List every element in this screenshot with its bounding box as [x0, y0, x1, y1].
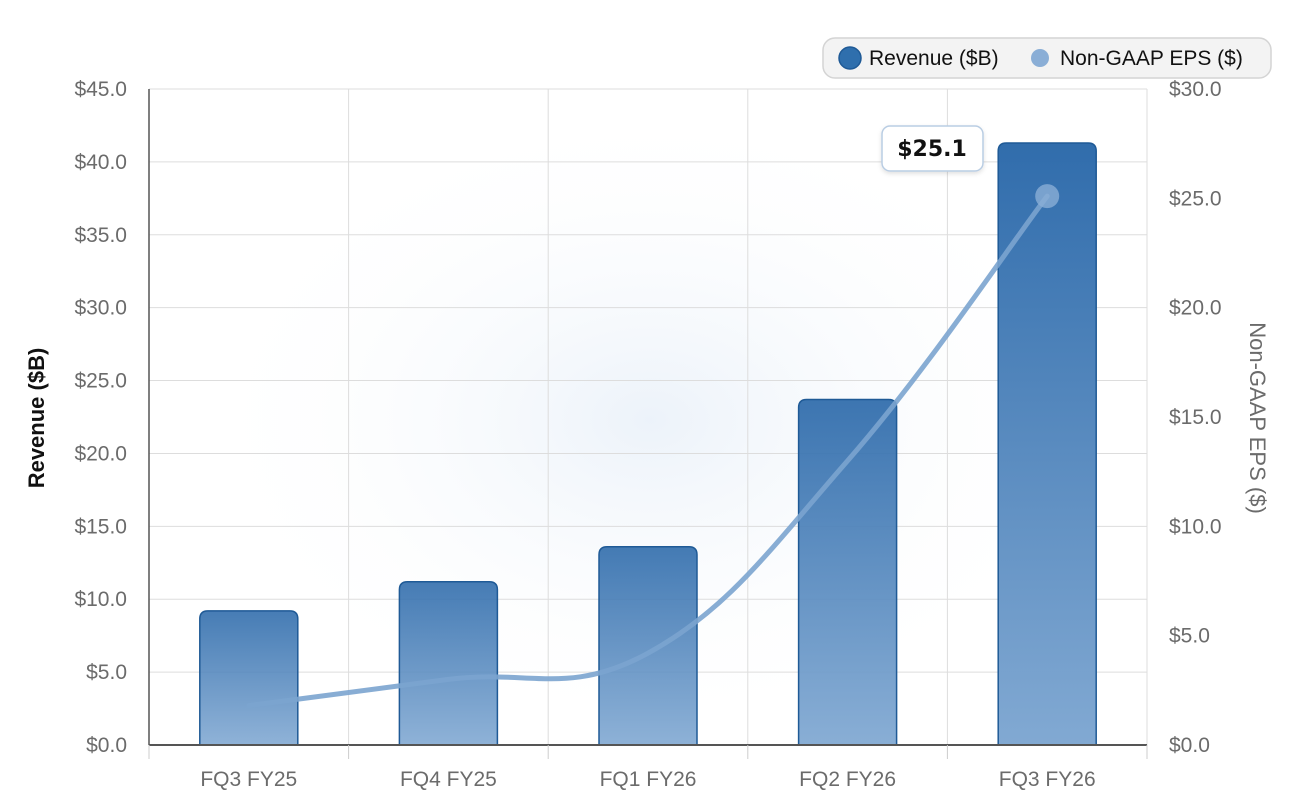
legend-label-revenue: Revenue ($B)	[869, 47, 999, 70]
y-tick-label-left: $45.0	[74, 78, 127, 101]
y-tick-label-left: $25.0	[74, 370, 127, 393]
y-tick-label-left: $20.0	[74, 442, 127, 465]
callout-label: $25.1	[897, 137, 967, 162]
x-tick-label: FQ3 FY25	[200, 768, 297, 791]
y-tick-label-right: $5.0	[1169, 625, 1210, 648]
y-tick-label-right: $25.0	[1169, 187, 1222, 210]
y-axis-title-left: Revenue ($B)	[24, 348, 49, 489]
y-tick-label-right: $30.0	[1169, 78, 1222, 101]
bar-revenue	[797, 398, 898, 746]
x-tick-label: FQ3 FY26	[999, 768, 1096, 791]
axes	[148, 89, 1148, 759]
eps-point-last	[1035, 184, 1060, 209]
bar-revenue	[199, 610, 299, 746]
bar-revenue	[997, 142, 1097, 746]
legend-swatch-eps	[1031, 49, 1049, 67]
callout-box	[881, 125, 984, 172]
y-tick-label-left: $5.0	[86, 661, 127, 684]
y-tick-label-right: $10.0	[1169, 515, 1222, 538]
eps-callout: $25.1	[881, 125, 984, 172]
eps-line	[246, 184, 1060, 709]
y-tick-label-right: $15.0	[1169, 406, 1222, 429]
x-tick-label: FQ1 FY26	[600, 768, 697, 791]
tick-labels: $0.0 $5.0 $10.0 $15.0 $20.0 $25.0 $30.0 $35.0 $4…	[74, 78, 1221, 791]
eps-line-path	[246, 193, 1050, 709]
y-tick-label-left: $10.0	[74, 588, 127, 611]
legend: Revenue ($B) Non-GAAP EPS ($)	[822, 37, 1272, 79]
bar-revenue	[598, 545, 698, 746]
y-tick-label-right: $0.0	[1169, 734, 1210, 757]
y-tick-label-left: $0.0	[86, 734, 127, 757]
y-axis-title-right: Non-GAAP EPS ($)	[1245, 322, 1270, 514]
y-tick-label-left: $30.0	[74, 297, 127, 320]
y-tick-label-left: $35.0	[74, 224, 127, 247]
x-tick-label: FQ4 FY25	[400, 768, 497, 791]
legend-swatch-revenue	[838, 46, 862, 70]
y-tick-label-right: $20.0	[1169, 297, 1222, 320]
bar-revenue	[398, 580, 499, 746]
y-tick-label-left: $40.0	[74, 151, 127, 174]
legend-label-eps: Non-GAAP EPS ($)	[1060, 47, 1243, 70]
x-tick-label: FQ2 FY26	[799, 768, 896, 791]
y-tick-label-left: $15.0	[74, 515, 127, 538]
